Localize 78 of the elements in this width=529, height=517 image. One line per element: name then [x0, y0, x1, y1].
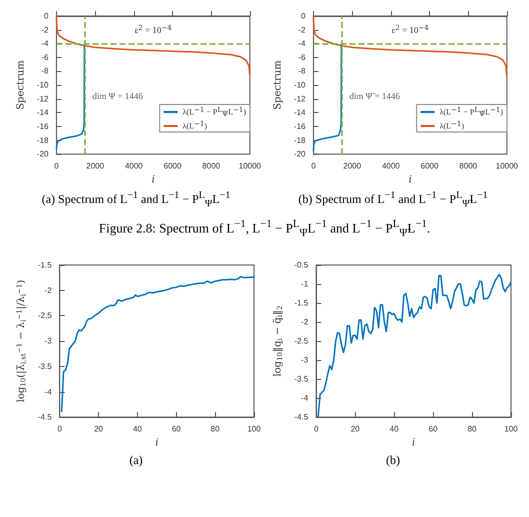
- y-tick-label: -8: [298, 66, 306, 76]
- x-tick-label: 0: [314, 424, 319, 434]
- x-axis-title: i: [152, 174, 155, 186]
- text: Figure 2.8: Spectrum of L$^{−1}$, L$^{−1}$ − P$^{L}$$_{Ψ}$L$^{−1}$ and L$^{−1}$ − P$^{L}$$_{Ψ̃}$L$^{−1}$.: [98, 218, 430, 239]
- y-tick-label: -1.5: [38, 260, 52, 270]
- y-tick-label: -14: [294, 108, 306, 118]
- y-tick-label: -10: [294, 80, 306, 90]
- line-series: [56, 44, 86, 150]
- x-tick-label: 40: [390, 424, 400, 434]
- x-tick-label: 100: [504, 424, 518, 434]
- x-axis-title: i: [412, 437, 416, 448]
- y-tick-label: -4.5: [294, 412, 309, 422]
- x-tick-label: 0: [54, 162, 60, 171]
- x-axis-title: i: [408, 174, 412, 186]
- y-tick-label: -18: [294, 136, 306, 145]
- y-tick-label: -6: [298, 52, 306, 62]
- x-tick-label: 4000: [124, 162, 144, 171]
- y-tick-label: -8: [41, 66, 49, 76]
- y-tick-label: -4: [298, 39, 306, 48]
- y-axis-title: Spectrum: [272, 60, 284, 110]
- line-series: [312, 44, 342, 152]
- y-tick-label: -20: [294, 150, 306, 159]
- y-tick-label: -4: [44, 387, 52, 396]
- x-tick-label: 0: [311, 162, 316, 171]
- y-tick-label: -4: [301, 394, 309, 403]
- y-tick-label: -16: [294, 122, 306, 131]
- x-tick-label: 60: [428, 424, 438, 434]
- y-tick-label: -1: [301, 279, 309, 288]
- y-tick-label: -2: [301, 317, 309, 326]
- text: (a) Spectrum of L$^{−1}$ and L$^{−1}$ − P$^{L}$$_{Ψ}$L$^{−1}$: [42, 190, 230, 210]
- x-tick-label: 10000: [496, 162, 519, 171]
- y-tick-label: -4.5: [38, 412, 52, 422]
- x-tick-label: 0: [57, 424, 62, 434]
- y-tick-label: -2: [44, 286, 52, 295]
- ref-line-label: dim Ψ = 1446: [92, 91, 144, 102]
- x-tick-label: 8000: [459, 162, 478, 171]
- y-tick-label: -2: [41, 25, 49, 34]
- x-tick-label: 2000: [343, 162, 362, 171]
- y-axis-title: Spectrum: [16, 60, 26, 110]
- y-tick-label: 0: [301, 12, 306, 20]
- y-tick-label: -3.5: [294, 374, 309, 384]
- x-tick-label: 20: [350, 424, 360, 434]
- y-tick-label: -10: [36, 80, 50, 90]
- x-axis-title: i: [155, 437, 158, 448]
- y-tick-label: -2.5: [38, 311, 52, 320]
- text: (b) Spectrum of L$^{−1}$ and L$^{−1}$ − P$^{L}$$_{Ψ̃}$L$^{−1}$: [298, 190, 488, 210]
- y-tick-label: -4: [41, 39, 49, 48]
- text: (a): [128, 452, 144, 469]
- x-tick-label: 20: [94, 424, 104, 434]
- x-tick-label: 6000: [164, 162, 182, 171]
- y-tick-label: -3: [301, 355, 309, 364]
- y-tick-label: -0.5: [294, 260, 309, 270]
- y-tick-label: -20: [36, 150, 50, 159]
- y-tick-label: -12: [294, 94, 306, 104]
- x-tick-label: 6000: [420, 162, 439, 171]
- y-tick-label: 0: [44, 12, 50, 20]
- ref-line-label: dim Ψ̃ = 1446: [349, 91, 400, 102]
- text: (b): [385, 452, 401, 469]
- y-tick-label: -3.5: [38, 362, 52, 371]
- x-tick-label: 4000: [382, 162, 400, 171]
- line-series: [60, 276, 255, 413]
- x-tick-label: 10000: [238, 162, 262, 171]
- y-tick-label: -6: [41, 52, 49, 62]
- x-tick-label: 40: [132, 424, 142, 434]
- x-tick-label: 80: [468, 424, 478, 434]
- x-tick-label: 100: [247, 424, 262, 434]
- x-tick-label: 2000: [86, 162, 105, 171]
- y-tick-label: -2: [298, 25, 306, 34]
- y-tick-label: -18: [36, 136, 50, 145]
- y-tick-label: -2.5: [294, 336, 309, 346]
- y-tick-label: -3: [44, 336, 52, 346]
- y-tick-label: -12: [36, 94, 50, 104]
- y-tick-label: -16: [36, 122, 50, 131]
- y-tick-label: -14: [36, 108, 50, 118]
- x-tick-label: 60: [172, 424, 182, 434]
- x-tick-label: 8000: [202, 162, 221, 171]
- y-tick-label: -1.5: [294, 298, 309, 308]
- x-tick-label: 80: [210, 424, 220, 434]
